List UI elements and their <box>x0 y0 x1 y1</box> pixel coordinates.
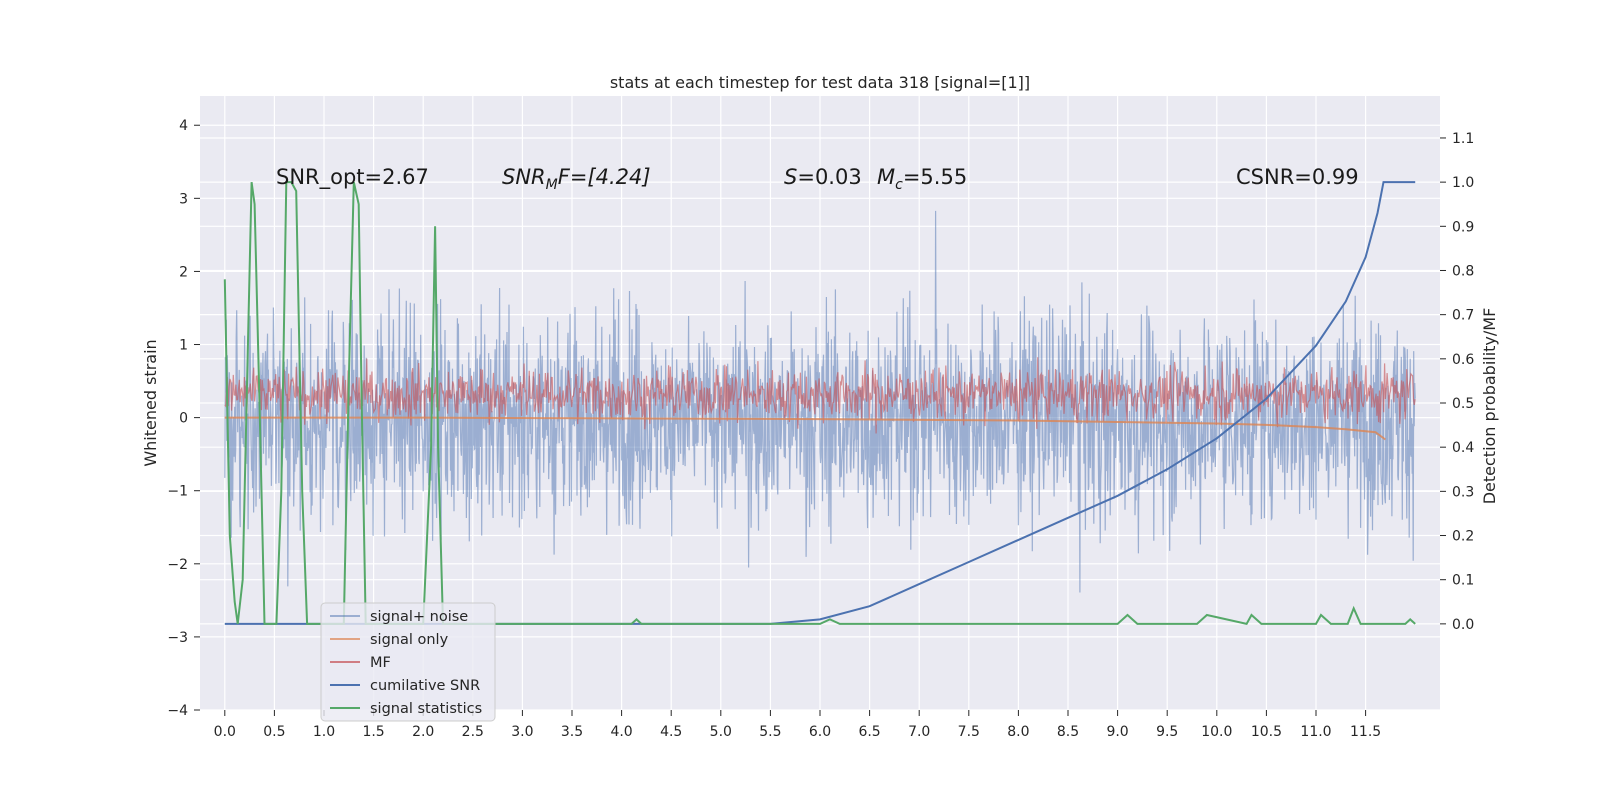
x-tick-label: 1.0 <box>313 724 335 740</box>
y-right-tick-label: 0.3 <box>1452 484 1474 500</box>
x-tick-label: 8.5 <box>1057 724 1079 740</box>
legend-label-cumulative-snr: cumilative SNR <box>370 678 480 694</box>
annotation-snr-mf: SNRMF=[4.24] <box>502 165 651 193</box>
x-tick-label: 3.5 <box>561 724 583 740</box>
legend-label-mf: MF <box>370 655 391 671</box>
x-tick-label: 9.5 <box>1156 724 1178 740</box>
y-tick-label: 1 <box>179 338 188 354</box>
y-axis-right-label: Detection probability/MF <box>1480 308 1499 505</box>
chart-marks <box>223 181 1416 626</box>
x-tick-label: 3.0 <box>511 724 533 740</box>
series-signal-noise <box>224 210 1416 593</box>
annotation-csnr: CSNR=0.99 <box>1236 165 1359 189</box>
x-tick-label: 7.0 <box>908 724 930 740</box>
axes: 0.0 0.5 1.0 1.5 2.0 2.5 3.0 3.5 4.0 4.5 5.0 5.5 6.0 6… <box>167 118 1474 740</box>
y-right-tick-label: 0.2 <box>1452 529 1474 545</box>
x-tick-label: 6.5 <box>858 724 880 740</box>
y-right-tick-label: 0.7 <box>1452 308 1474 324</box>
y-right-tick-label: 0.1 <box>1452 573 1474 589</box>
grid <box>200 96 1440 711</box>
legend-label-signal-only: signal only <box>370 632 449 648</box>
y-tick-label: 0 <box>179 411 188 427</box>
series-signal-statistics <box>223 181 1416 626</box>
y-right-tick-label: 0.9 <box>1452 219 1474 235</box>
y-tick-label: −2 <box>167 557 188 573</box>
x-tick-label: 4.0 <box>610 724 632 740</box>
x-tick-label: 11.0 <box>1300 724 1331 740</box>
x-tick-label: 2.5 <box>462 724 484 740</box>
x-tick-label: 0.5 <box>263 724 285 740</box>
y-right-tick-label: 0.0 <box>1452 617 1474 633</box>
x-tick-label: 0.0 <box>214 724 236 740</box>
y-right-tick-label: 0.6 <box>1452 352 1474 368</box>
y-right-tick-label: 0.4 <box>1452 440 1474 456</box>
legend-box <box>320 602 496 722</box>
x-tick-label: 9.0 <box>1106 724 1128 740</box>
annotation-s: S=0.03 <box>784 165 862 189</box>
x-tick-label: 2.0 <box>412 724 434 740</box>
series-signal-only <box>224 416 1386 441</box>
x-tick-label: 10.5 <box>1251 724 1282 740</box>
x-tick-label: 7.5 <box>958 724 980 740</box>
legend: signal+ noise signal only MF cumilative … <box>320 602 496 722</box>
y-tick-label: 2 <box>179 264 188 280</box>
series-mf <box>224 357 1416 434</box>
y-tick-label: −4 <box>167 703 188 719</box>
series-cumulative-snr <box>224 181 1416 625</box>
x-tick-label: 5.0 <box>710 724 732 740</box>
legend-label-signal-noise: signal+ noise <box>370 609 468 625</box>
x-tick-label: 8.0 <box>1007 724 1029 740</box>
x-tick-label: 5.5 <box>759 724 781 740</box>
legend-label-signal-statistics: signal statistics <box>370 701 482 717</box>
y-right-tick-label: 0.5 <box>1452 396 1474 412</box>
y-tick-label: 3 <box>179 191 188 207</box>
y-axis-label: Whitened strain <box>141 339 160 466</box>
y-tick-label: −1 <box>167 484 188 500</box>
y-right-tick-label: 1.0 <box>1452 175 1474 191</box>
x-tick-label: 10.0 <box>1201 724 1232 740</box>
y-tick-label: −3 <box>167 630 188 646</box>
x-tick-label: 1.5 <box>362 724 384 740</box>
y-tick-label: 4 <box>179 118 188 134</box>
x-tick-label: 4.5 <box>660 724 682 740</box>
annotation-snr-opt: SNR_opt=2.67 <box>276 165 429 190</box>
y-right-tick-label: 1.1 <box>1452 131 1474 147</box>
x-tick-label: 6.0 <box>809 724 831 740</box>
annotation-mc: Mc=5.55 <box>877 165 967 193</box>
chart-title: stats at each timestep for test data 318… <box>610 73 1030 92</box>
y-right-tick-label: 0.8 <box>1452 263 1474 279</box>
x-tick-label: 11.5 <box>1350 724 1381 740</box>
